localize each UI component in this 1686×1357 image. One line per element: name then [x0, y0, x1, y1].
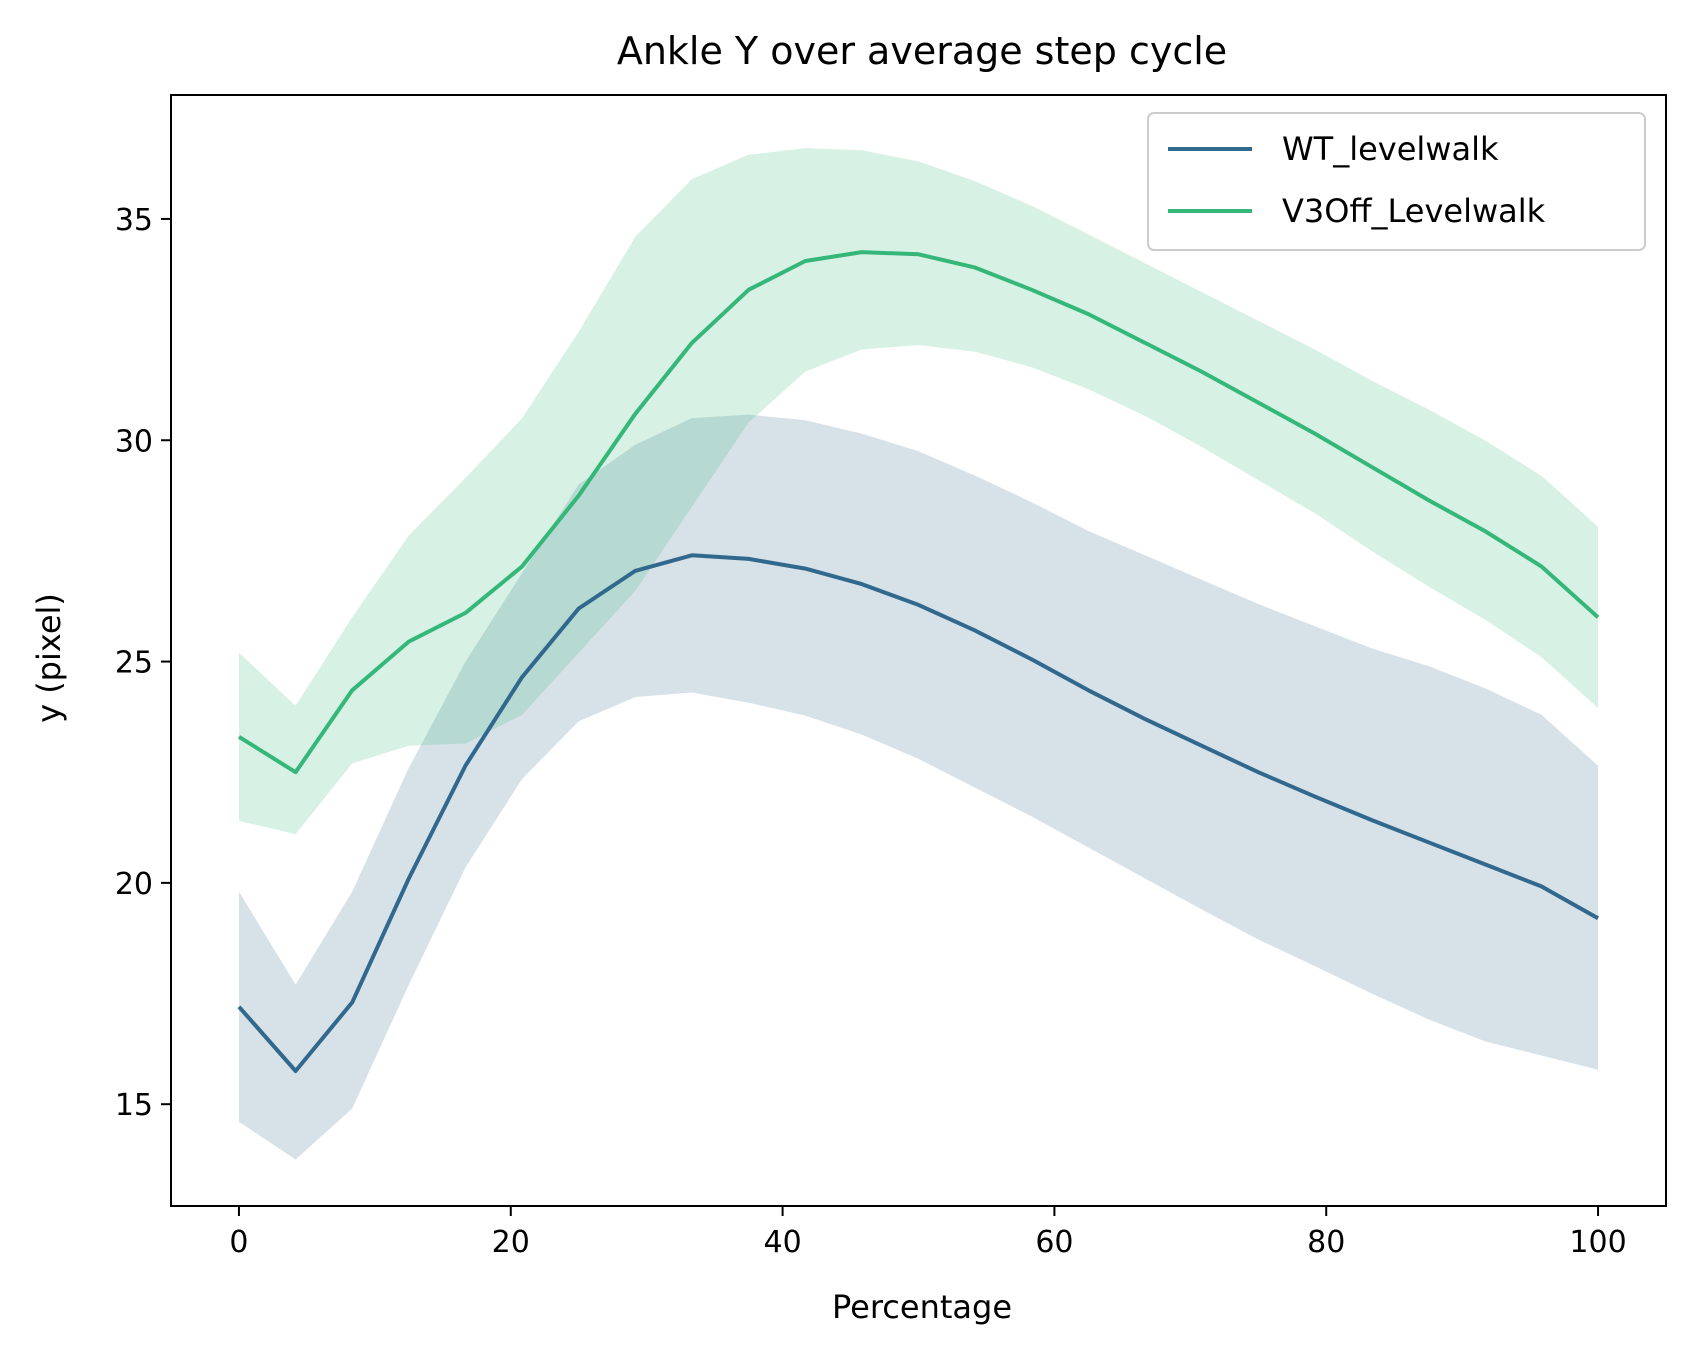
legend-box [1147, 112, 1646, 251]
legend-label-v3off_levelwalk: V3Off_Levelwalk [1282, 192, 1546, 230]
y-tick-label: 20 [115, 867, 153, 902]
x-tick-label: 20 [492, 1225, 530, 1260]
band-v3off_levelwalk [239, 148, 1598, 835]
confidence-bands [239, 148, 1598, 1160]
x-tick-label: 80 [1307, 1225, 1345, 1260]
y-axis-ticks: 15 20 25 30 35 [115, 203, 171, 1123]
band-wt_levelwalk [239, 414, 1598, 1160]
legend-label-wt_levelwalk: WT_levelwalk [1282, 130, 1499, 168]
chart-title: Ankle Y over average step cycle [617, 29, 1227, 73]
x-axis-label: Percentage [832, 1288, 1012, 1326]
x-tick-label: 40 [763, 1225, 801, 1260]
x-tick-label: 60 [1035, 1225, 1073, 1260]
y-tick-label: 30 [115, 424, 153, 459]
y-axis-label: y (pixel) [30, 593, 68, 723]
series-lines [237, 250, 1600, 1073]
x-tick-label: 0 [229, 1225, 248, 1260]
legend: WT_levelwalk V3Off_Levelwalk [1147, 112, 1646, 251]
x-axis-ticks: 0 20 40 60 80 100 [229, 1206, 1627, 1260]
y-tick-label: 15 [115, 1088, 153, 1123]
line-wt_levelwalk [237, 553, 1599, 1073]
plot-area-frame [170, 94, 1667, 1207]
y-tick-label: 35 [115, 203, 153, 238]
line-v3off_levelwalk [237, 250, 1600, 775]
y-tick-label: 25 [115, 646, 153, 681]
x-tick-label: 100 [1569, 1225, 1626, 1260]
